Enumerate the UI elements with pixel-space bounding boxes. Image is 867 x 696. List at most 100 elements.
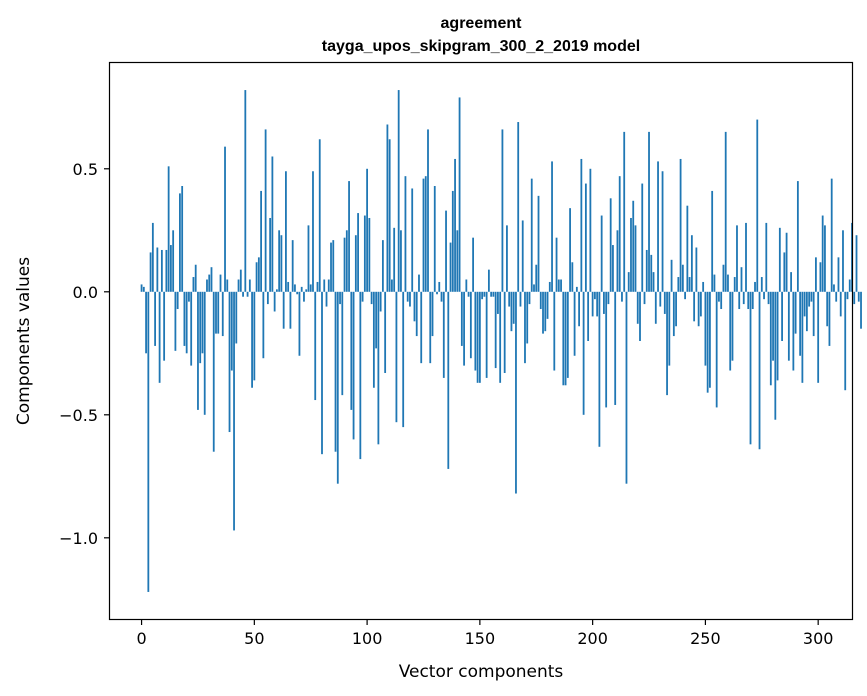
bar	[833, 284, 835, 292]
bar	[787, 291, 790, 361]
bar	[630, 217, 632, 292]
bar	[309, 284, 312, 292]
bar	[593, 291, 596, 300]
bar	[699, 291, 702, 317]
bar	[494, 291, 497, 369]
bar	[612, 245, 614, 292]
bar	[145, 291, 147, 354]
bar	[860, 291, 862, 329]
bar	[756, 119, 759, 292]
bar	[174, 291, 177, 351]
bar	[393, 227, 396, 292]
bar	[287, 281, 290, 292]
bar	[246, 291, 249, 297]
bar	[239, 269, 242, 292]
bar	[294, 284, 296, 292]
bar	[636, 291, 639, 324]
bar	[210, 267, 213, 292]
bar	[226, 279, 229, 292]
bar	[695, 247, 698, 292]
bar	[557, 279, 560, 292]
bar	[271, 156, 274, 292]
bar	[339, 291, 341, 305]
bar	[262, 291, 265, 359]
bar	[483, 291, 486, 297]
bar	[194, 264, 197, 292]
bar	[212, 291, 215, 452]
bar	[359, 291, 362, 460]
bar	[469, 291, 472, 359]
bar	[463, 291, 465, 366]
bar	[738, 291, 741, 310]
bar	[763, 291, 765, 300]
bar	[422, 178, 425, 292]
bar	[526, 291, 529, 344]
bar	[257, 257, 260, 292]
bar	[487, 269, 490, 292]
bar	[584, 183, 587, 292]
bar	[605, 291, 608, 408]
bar	[830, 178, 833, 292]
bar	[370, 291, 373, 305]
chart-title: agreement	[441, 15, 523, 32]
bar	[857, 291, 860, 302]
x-tick-label: 300	[803, 629, 834, 648]
bar	[808, 291, 811, 307]
bar	[244, 90, 247, 292]
bar	[506, 225, 508, 292]
x-tick-label: 150	[465, 629, 496, 648]
bar	[690, 235, 693, 292]
bar	[749, 291, 752, 445]
bar	[679, 158, 682, 292]
bar	[659, 291, 662, 307]
bar	[623, 131, 626, 292]
bar	[720, 291, 723, 310]
bar	[456, 230, 459, 292]
bar	[652, 272, 655, 292]
bar	[203, 291, 206, 415]
bar	[188, 291, 190, 302]
bar	[298, 291, 301, 356]
bar	[774, 291, 777, 420]
bar	[176, 291, 179, 310]
bar	[296, 291, 299, 295]
bar	[352, 291, 355, 440]
bar	[368, 217, 371, 292]
bar	[533, 284, 535, 292]
bar	[792, 291, 795, 371]
bar	[199, 291, 202, 364]
bar	[650, 254, 653, 292]
bar	[260, 190, 262, 292]
bar	[663, 291, 666, 314]
bar	[542, 291, 544, 334]
bar	[634, 225, 637, 292]
bar	[147, 291, 150, 592]
bar	[521, 220, 524, 292]
bar	[821, 215, 824, 292]
bar	[447, 291, 450, 469]
bar	[219, 274, 222, 292]
bar	[510, 291, 513, 332]
bar	[733, 277, 736, 292]
bar	[388, 139, 391, 292]
bar	[248, 279, 251, 292]
bar	[400, 230, 402, 292]
bar	[163, 291, 166, 361]
bar	[587, 291, 590, 341]
bar	[564, 291, 567, 386]
bar	[600, 215, 603, 292]
bar	[772, 291, 774, 361]
y-axis-ticks: −1.0 −0.5 0.0 0.5	[59, 160, 110, 548]
bar	[179, 193, 181, 292]
bar	[740, 267, 743, 292]
bar	[607, 291, 610, 305]
bar	[449, 242, 452, 292]
bar	[681, 264, 684, 292]
bar	[731, 291, 734, 361]
bar	[451, 190, 454, 292]
bar	[438, 281, 441, 292]
bar	[769, 291, 772, 386]
x-axis-ticks: 0 50 100 150 200 250 300	[136, 619, 833, 648]
bar	[357, 213, 359, 292]
bar	[729, 291, 732, 371]
